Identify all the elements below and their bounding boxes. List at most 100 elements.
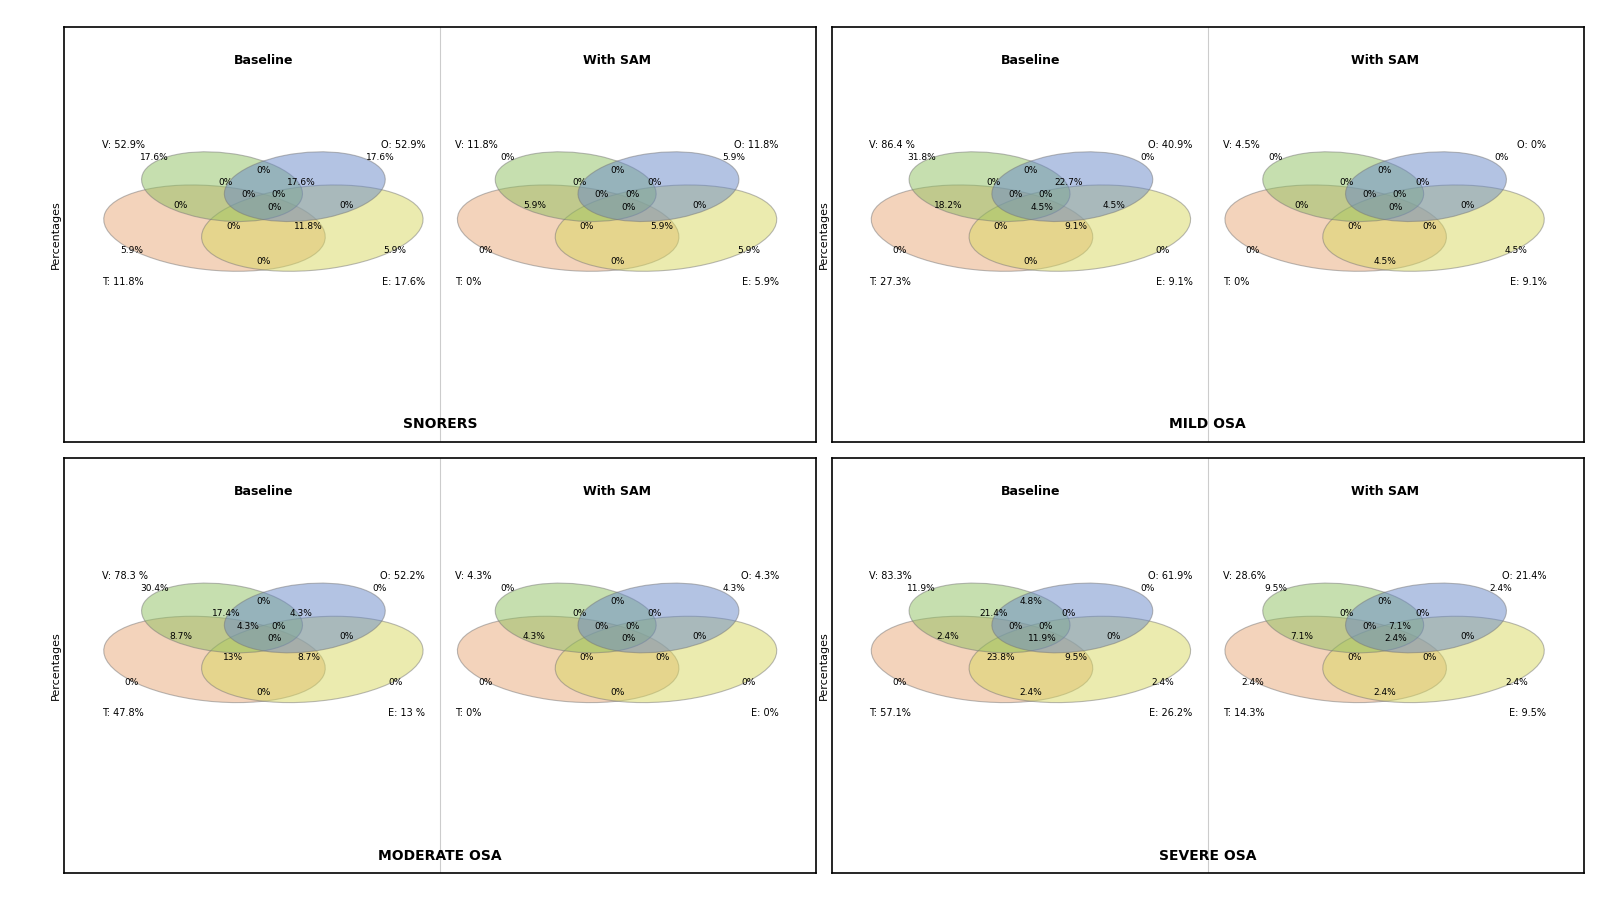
- Text: 0%: 0%: [573, 178, 587, 187]
- Text: 0%: 0%: [1422, 652, 1437, 662]
- Ellipse shape: [458, 185, 678, 271]
- Text: 0%: 0%: [595, 191, 610, 200]
- Text: E: 9.5%: E: 9.5%: [1509, 708, 1546, 718]
- Text: 0%: 0%: [1362, 622, 1376, 631]
- Text: 0%: 0%: [1347, 652, 1362, 662]
- Text: O: 52.2%: O: 52.2%: [381, 572, 426, 581]
- Text: O: 52.9%: O: 52.9%: [381, 140, 426, 150]
- Text: 30.4%: 30.4%: [139, 584, 168, 593]
- Text: 5.9%: 5.9%: [651, 221, 674, 230]
- Ellipse shape: [909, 583, 1070, 652]
- Text: 0%: 0%: [573, 609, 587, 618]
- Ellipse shape: [202, 616, 422, 703]
- Ellipse shape: [1346, 583, 1507, 652]
- Ellipse shape: [104, 185, 325, 271]
- Ellipse shape: [1323, 616, 1544, 703]
- Text: 0%: 0%: [1038, 191, 1053, 200]
- Text: 0%: 0%: [621, 634, 635, 644]
- Text: T: 0%: T: 0%: [456, 708, 482, 718]
- Text: 0%: 0%: [579, 652, 594, 662]
- Text: V: 78.3 %: V: 78.3 %: [102, 572, 147, 581]
- Text: 0%: 0%: [1422, 221, 1437, 230]
- Text: 11.9%: 11.9%: [1027, 634, 1056, 644]
- Text: 0%: 0%: [1414, 609, 1429, 618]
- Text: 21.4%: 21.4%: [979, 609, 1008, 618]
- Text: Baseline: Baseline: [234, 485, 293, 499]
- Text: 11.9%: 11.9%: [907, 584, 936, 593]
- Ellipse shape: [970, 616, 1190, 703]
- Text: 17.6%: 17.6%: [139, 153, 168, 162]
- Text: MILD OSA: MILD OSA: [1170, 418, 1246, 431]
- Ellipse shape: [458, 616, 678, 703]
- Text: 2.4%: 2.4%: [1242, 678, 1264, 687]
- Text: 0%: 0%: [621, 202, 635, 211]
- Text: 4.5%: 4.5%: [1030, 202, 1054, 211]
- Text: 0%: 0%: [1024, 256, 1038, 266]
- Ellipse shape: [141, 152, 302, 221]
- Text: 18.2%: 18.2%: [934, 201, 963, 210]
- Text: V: 86.4 %: V: 86.4 %: [869, 140, 915, 150]
- Text: 0%: 0%: [1494, 153, 1509, 162]
- Text: T: 47.8%: T: 47.8%: [102, 708, 144, 718]
- Text: With SAM: With SAM: [1350, 54, 1419, 67]
- Text: 0%: 0%: [1414, 178, 1429, 187]
- Text: 0%: 0%: [1339, 178, 1354, 187]
- Text: O: 4.3%: O: 4.3%: [741, 572, 779, 581]
- Text: 0%: 0%: [610, 688, 624, 698]
- Text: O: 11.8%: O: 11.8%: [734, 140, 779, 150]
- Ellipse shape: [104, 616, 325, 703]
- Ellipse shape: [555, 616, 776, 703]
- Text: 0%: 0%: [267, 202, 282, 211]
- Text: 31.8%: 31.8%: [907, 153, 936, 162]
- Text: 2.4%: 2.4%: [1373, 688, 1395, 698]
- Text: 0%: 0%: [610, 256, 624, 266]
- Y-axis label: Percentages: Percentages: [51, 631, 61, 700]
- Text: With SAM: With SAM: [1350, 485, 1419, 499]
- Text: 4.3%: 4.3%: [523, 632, 546, 641]
- Text: 0%: 0%: [501, 153, 515, 162]
- Y-axis label: Percentages: Percentages: [51, 200, 61, 269]
- Text: 0%: 0%: [1378, 597, 1392, 606]
- Ellipse shape: [992, 583, 1152, 652]
- Text: T: 57.1%: T: 57.1%: [869, 708, 910, 718]
- Text: 0%: 0%: [339, 201, 354, 210]
- Ellipse shape: [1346, 152, 1507, 221]
- Text: O: 0%: O: 0%: [1517, 140, 1546, 150]
- Text: 0%: 0%: [1141, 153, 1155, 162]
- Text: 0%: 0%: [893, 247, 907, 256]
- Y-axis label: Percentages: Percentages: [819, 631, 829, 700]
- Text: 0%: 0%: [693, 632, 707, 641]
- Text: V: 4.5%: V: 4.5%: [1222, 140, 1259, 150]
- Text: V: 52.9%: V: 52.9%: [102, 140, 144, 150]
- Text: 0%: 0%: [654, 652, 669, 662]
- Ellipse shape: [970, 185, 1190, 271]
- Text: 4.8%: 4.8%: [1019, 597, 1042, 606]
- Text: 0%: 0%: [1107, 632, 1122, 641]
- Text: 2.4%: 2.4%: [1506, 678, 1528, 687]
- Text: 0%: 0%: [256, 166, 270, 175]
- Ellipse shape: [496, 583, 656, 652]
- Y-axis label: Percentages: Percentages: [819, 200, 829, 269]
- Text: 17.6%: 17.6%: [366, 153, 395, 162]
- Text: 9.5%: 9.5%: [1064, 652, 1088, 662]
- Text: 0%: 0%: [741, 678, 755, 687]
- Text: 0%: 0%: [1347, 221, 1362, 230]
- Text: V: 83.3%: V: 83.3%: [869, 572, 912, 581]
- Text: Baseline: Baseline: [234, 54, 293, 67]
- Ellipse shape: [224, 152, 386, 221]
- Text: 0%: 0%: [1008, 191, 1022, 200]
- Text: 5.9%: 5.9%: [120, 247, 144, 256]
- Ellipse shape: [224, 583, 386, 652]
- Text: 0%: 0%: [610, 597, 624, 606]
- Text: 2.4%: 2.4%: [936, 632, 960, 641]
- Text: 0%: 0%: [1155, 247, 1170, 256]
- Text: 0%: 0%: [1038, 622, 1053, 631]
- Text: SEVERE OSA: SEVERE OSA: [1158, 849, 1256, 862]
- Text: T: 27.3%: T: 27.3%: [869, 277, 910, 287]
- Text: 0%: 0%: [267, 634, 282, 644]
- Text: 0%: 0%: [1141, 584, 1155, 593]
- Text: Baseline: Baseline: [1002, 54, 1061, 67]
- Text: 0%: 0%: [1246, 247, 1261, 256]
- Ellipse shape: [578, 583, 739, 652]
- Text: 7.1%: 7.1%: [1389, 622, 1411, 631]
